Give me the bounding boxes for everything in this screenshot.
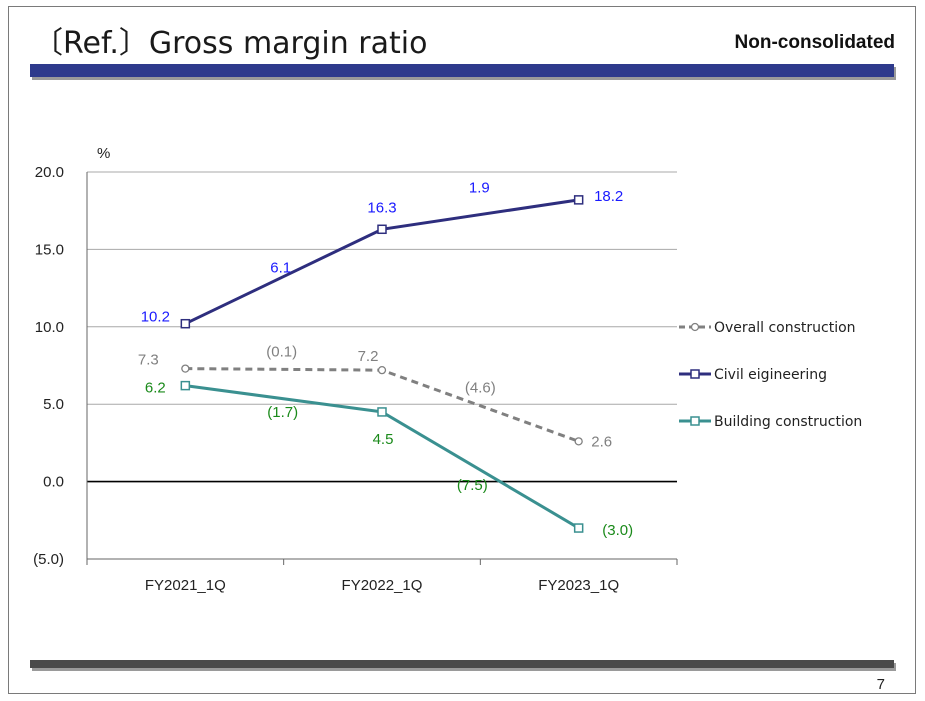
- y-tick-label: 10.0: [35, 319, 64, 336]
- data-label-building-construction: 6.2: [145, 380, 166, 397]
- change-label-building-construction: (1.7): [267, 404, 298, 421]
- y-tick-label: 0.0: [43, 474, 64, 491]
- legend-label-overall-construction: Overall construction: [714, 320, 856, 336]
- y-tick-label: 5.0: [43, 396, 64, 413]
- scope-label: Non-consolidated: [734, 32, 895, 53]
- data-point-building-construction: [573, 523, 584, 533]
- data-point-overall-construction: [574, 437, 583, 446]
- data-point-overall-construction: [181, 364, 190, 373]
- change-label-civil-eigineering: 6.1: [270, 259, 291, 276]
- legend-marker-civil-eigineering: [690, 369, 700, 379]
- page-title: 〔Ref.〕Gross margin ratio: [33, 26, 428, 61]
- data-label-civil-eigineering: 10.2: [141, 309, 170, 326]
- data-point-building-construction: [180, 380, 191, 391]
- x-tick-label: FY2021_1Q: [145, 577, 226, 594]
- data-label-civil-eigineering: 18.2: [594, 188, 623, 205]
- y-tick-label: 15.0: [35, 241, 64, 258]
- page-number: 7: [876, 676, 885, 693]
- series-line-building-construction: [185, 384, 580, 530]
- legend-marker-overall-construction: [690, 322, 700, 332]
- change-label-building-construction: (7.5): [457, 477, 488, 494]
- slide-frame: [8, 6, 916, 694]
- data-point-building-construction: [377, 407, 387, 417]
- data-label-overall-construction: 7.3: [138, 352, 159, 369]
- data-label-overall-construction: 7.2: [358, 348, 379, 365]
- y-axis-unit-label: %: [97, 145, 110, 162]
- data-point-civil-eigineering: [573, 195, 584, 205]
- data-label-building-construction: 4.5: [373, 431, 394, 448]
- data-point-civil-eigineering: [180, 318, 191, 329]
- data-point-overall-construction: [377, 365, 387, 375]
- data-label-civil-eigineering: 16.3: [367, 199, 396, 216]
- x-tick-label: FY2023_1Q: [538, 577, 619, 594]
- change-label-overall-construction: (4.6): [465, 380, 496, 397]
- title-underline-bar: [30, 64, 894, 77]
- data-label-overall-construction: 2.6: [591, 433, 612, 450]
- change-label-civil-eigineering: 1.9: [469, 180, 490, 197]
- y-tick-label: 20.0: [35, 164, 64, 181]
- data-label-building-construction: (3.0): [602, 522, 633, 539]
- change-label-overall-construction: (0.1): [266, 343, 297, 360]
- legend-marker-building-construction: [690, 416, 700, 426]
- footer-bar: [30, 660, 894, 668]
- x-tick-label: FY2022_1Q: [342, 577, 423, 594]
- legend-label-civil-eigineering: Civil eigineering: [714, 367, 827, 383]
- legend-label-building-construction: Building construction: [714, 414, 862, 430]
- y-tick-label: (5.0): [33, 551, 64, 568]
- series-line-civil-eigineering: [184, 198, 579, 326]
- data-point-civil-eigineering: [377, 224, 387, 235]
